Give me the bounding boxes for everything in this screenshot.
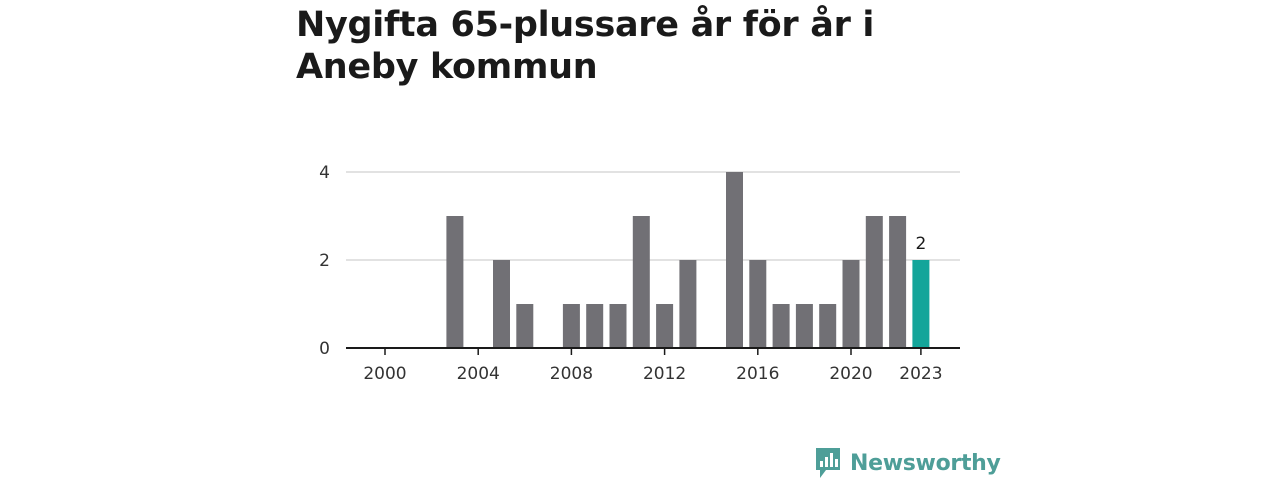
- bar-2016: [749, 260, 767, 348]
- data-label-2023: 2: [915, 234, 926, 254]
- newsworthy-logo-icon: [816, 448, 840, 478]
- bar-2017: [772, 304, 790, 348]
- bar-2020: [842, 260, 860, 348]
- bar-2022: [889, 216, 907, 348]
- newsworthy-logo: Newsworthy: [814, 446, 1001, 480]
- x-tick-label-2008: 2008: [550, 364, 593, 384]
- bar-2011: [632, 216, 650, 348]
- bar-2021: [865, 216, 883, 348]
- bar-2015: [726, 172, 743, 348]
- labels: 0 2 4 2 2000 2004 2008 2012 2016 2020 2023: [319, 163, 942, 384]
- x-tick-label-2004: 2004: [457, 364, 500, 384]
- bars: [446, 172, 930, 348]
- y-tick-label-4: 4: [319, 163, 330, 183]
- brand-name: Newsworthy: [850, 450, 1001, 476]
- bar-2018: [795, 304, 813, 348]
- x-tick-label-2023: 2023: [899, 364, 942, 384]
- bar-2012: [656, 304, 674, 348]
- x-tick-label-2012: 2012: [643, 364, 686, 384]
- x-tick-label-2016: 2016: [736, 364, 779, 384]
- axes: [346, 347, 960, 355]
- bar-2009: [586, 304, 604, 348]
- bar-chart: 0 2 4 2 2000 2004 2008 2012 2016 2020 2023: [319, 163, 960, 384]
- bar-2003: [446, 216, 464, 348]
- y-tick-label-2: 2: [319, 251, 330, 271]
- x-tick-label-2020: 2020: [829, 364, 872, 384]
- x-tick-label-2000: 2000: [363, 364, 406, 384]
- bar-2019: [819, 304, 837, 348]
- bar-2023: [912, 260, 930, 348]
- bar-2006: [516, 304, 534, 348]
- chart-title: Nygifta 65-plussare år för år i Aneby ko…: [296, 5, 875, 87]
- y-tick-label-0: 0: [319, 339, 330, 359]
- bar-2013: [679, 260, 697, 348]
- bar-2010: [609, 304, 627, 348]
- bar-2005: [493, 260, 510, 348]
- bar-2008: [562, 304, 580, 348]
